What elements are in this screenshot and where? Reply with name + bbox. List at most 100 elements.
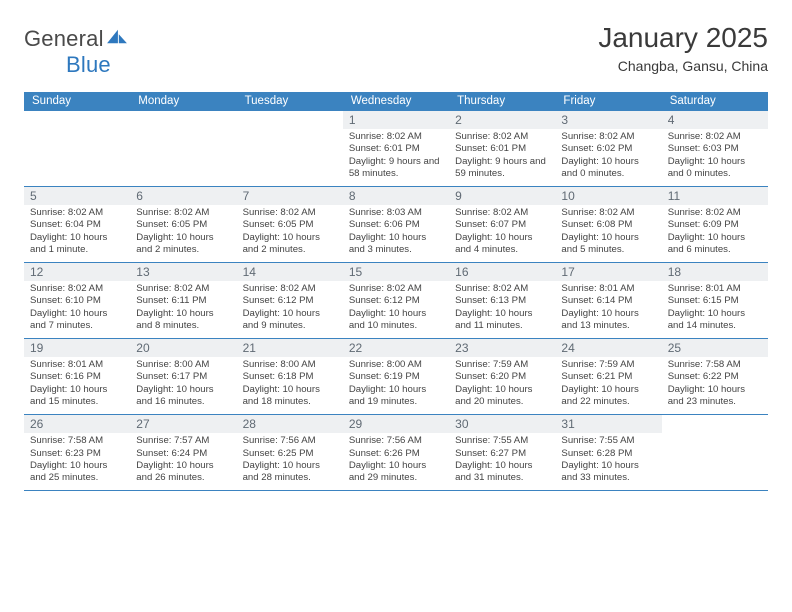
day-number: 9 <box>449 187 555 205</box>
daylight-text: Daylight: 9 hours and 58 minutes. <box>349 156 443 181</box>
sunrise-text: Sunrise: 8:02 AM <box>455 131 549 143</box>
day-number: 25 <box>662 339 768 357</box>
day-info: Sunrise: 8:02 AMSunset: 6:09 PMDaylight:… <box>662 205 768 262</box>
daylight-text: Daylight: 10 hours and 2 minutes. <box>243 232 337 257</box>
day-number: 23 <box>449 339 555 357</box>
sunrise-text: Sunrise: 8:02 AM <box>455 283 549 295</box>
day-info <box>24 129 130 186</box>
sunrise-text: Sunrise: 7:59 AM <box>561 359 655 371</box>
title-block: January 2025 Changba, Gansu, China <box>598 22 768 74</box>
sunset-text: Sunset: 6:25 PM <box>243 448 337 460</box>
day-info <box>662 433 768 490</box>
day-number: 4 <box>662 111 768 129</box>
dow-friday: Friday <box>555 92 661 111</box>
day-number-row: 262728293031 <box>24 415 768 433</box>
day-number: 15 <box>343 263 449 281</box>
sunset-text: Sunset: 6:26 PM <box>349 448 443 460</box>
day-number: 2 <box>449 111 555 129</box>
day-info: Sunrise: 8:01 AMSunset: 6:16 PMDaylight:… <box>24 357 130 414</box>
dow-tuesday: Tuesday <box>237 92 343 111</box>
day-info: Sunrise: 7:56 AMSunset: 6:25 PMDaylight:… <box>237 433 343 490</box>
day-number: 31 <box>555 415 661 433</box>
daylight-text: Daylight: 10 hours and 25 minutes. <box>30 460 124 485</box>
day-info: Sunrise: 8:02 AMSunset: 6:12 PMDaylight:… <box>237 281 343 338</box>
sunrise-text: Sunrise: 8:02 AM <box>561 131 655 143</box>
sunset-text: Sunset: 6:22 PM <box>668 371 762 383</box>
day-info: Sunrise: 8:03 AMSunset: 6:06 PMDaylight:… <box>343 205 449 262</box>
sunrise-text: Sunrise: 7:55 AM <box>455 435 549 447</box>
day-info: Sunrise: 8:02 AMSunset: 6:04 PMDaylight:… <box>24 205 130 262</box>
sunrise-text: Sunrise: 8:01 AM <box>668 283 762 295</box>
sunset-text: Sunset: 6:02 PM <box>561 143 655 155</box>
sunrise-text: Sunrise: 8:02 AM <box>243 283 337 295</box>
sunrise-text: Sunrise: 7:58 AM <box>668 359 762 371</box>
sunset-text: Sunset: 6:19 PM <box>349 371 443 383</box>
calendar-week: 19202122232425Sunrise: 8:01 AMSunset: 6:… <box>24 339 768 415</box>
sunset-text: Sunset: 6:10 PM <box>30 295 124 307</box>
sunrise-text: Sunrise: 8:02 AM <box>349 131 443 143</box>
daylight-text: Daylight: 10 hours and 26 minutes. <box>136 460 230 485</box>
day-info: Sunrise: 8:02 AMSunset: 6:03 PMDaylight:… <box>662 129 768 186</box>
day-info: Sunrise: 8:02 AMSunset: 6:13 PMDaylight:… <box>449 281 555 338</box>
sunrise-text: Sunrise: 7:56 AM <box>349 435 443 447</box>
day-info: Sunrise: 7:58 AMSunset: 6:22 PMDaylight:… <box>662 357 768 414</box>
sunrise-text: Sunrise: 8:02 AM <box>30 207 124 219</box>
day-number: 20 <box>130 339 236 357</box>
sunrise-text: Sunrise: 8:02 AM <box>668 131 762 143</box>
calendar: Sunday Monday Tuesday Wednesday Thursday… <box>24 92 768 491</box>
day-info: Sunrise: 8:02 AMSunset: 6:01 PMDaylight:… <box>343 129 449 186</box>
sunset-text: Sunset: 6:06 PM <box>349 219 443 231</box>
calendar-week: 12131415161718Sunrise: 8:02 AMSunset: 6:… <box>24 263 768 339</box>
logo: General Blue <box>24 22 128 78</box>
sunset-text: Sunset: 6:23 PM <box>30 448 124 460</box>
daylight-text: Daylight: 10 hours and 5 minutes. <box>561 232 655 257</box>
sunrise-text: Sunrise: 8:02 AM <box>349 283 443 295</box>
daylight-text: Daylight: 10 hours and 11 minutes. <box>455 308 549 333</box>
day-info: Sunrise: 7:55 AMSunset: 6:28 PMDaylight:… <box>555 433 661 490</box>
day-info: Sunrise: 8:00 AMSunset: 6:18 PMDaylight:… <box>237 357 343 414</box>
sunset-text: Sunset: 6:13 PM <box>455 295 549 307</box>
daylight-text: Daylight: 10 hours and 20 minutes. <box>455 384 549 409</box>
day-info: Sunrise: 8:01 AMSunset: 6:15 PMDaylight:… <box>662 281 768 338</box>
daylight-text: Daylight: 10 hours and 29 minutes. <box>349 460 443 485</box>
sunrise-text: Sunrise: 8:02 AM <box>243 207 337 219</box>
day-info: Sunrise: 7:55 AMSunset: 6:27 PMDaylight:… <box>449 433 555 490</box>
day-number: 29 <box>343 415 449 433</box>
day-info: Sunrise: 8:02 AMSunset: 6:08 PMDaylight:… <box>555 205 661 262</box>
daylight-text: Daylight: 10 hours and 8 minutes. <box>136 308 230 333</box>
day-number: 5 <box>24 187 130 205</box>
day-info-row: Sunrise: 8:02 AMSunset: 6:04 PMDaylight:… <box>24 205 768 262</box>
day-number: 22 <box>343 339 449 357</box>
daylight-text: Daylight: 10 hours and 22 minutes. <box>561 384 655 409</box>
day-info: Sunrise: 8:02 AMSunset: 6:05 PMDaylight:… <box>130 205 236 262</box>
day-number <box>237 111 343 129</box>
sunset-text: Sunset: 6:07 PM <box>455 219 549 231</box>
daylight-text: Daylight: 9 hours and 59 minutes. <box>455 156 549 181</box>
day-number: 26 <box>24 415 130 433</box>
day-number: 1 <box>343 111 449 129</box>
daylight-text: Daylight: 10 hours and 0 minutes. <box>561 156 655 181</box>
sunset-text: Sunset: 6:20 PM <box>455 371 549 383</box>
day-number: 16 <box>449 263 555 281</box>
day-number-row: 567891011 <box>24 187 768 205</box>
sunset-text: Sunset: 6:24 PM <box>136 448 230 460</box>
sunset-text: Sunset: 6:09 PM <box>668 219 762 231</box>
daylight-text: Daylight: 10 hours and 14 minutes. <box>668 308 762 333</box>
daylight-text: Daylight: 10 hours and 10 minutes. <box>349 308 443 333</box>
day-info: Sunrise: 7:56 AMSunset: 6:26 PMDaylight:… <box>343 433 449 490</box>
day-info: Sunrise: 7:57 AMSunset: 6:24 PMDaylight:… <box>130 433 236 490</box>
daylight-text: Daylight: 10 hours and 7 minutes. <box>30 308 124 333</box>
day-info: Sunrise: 8:00 AMSunset: 6:17 PMDaylight:… <box>130 357 236 414</box>
sunrise-text: Sunrise: 7:58 AM <box>30 435 124 447</box>
daylight-text: Daylight: 10 hours and 2 minutes. <box>136 232 230 257</box>
sunrise-text: Sunrise: 7:59 AM <box>455 359 549 371</box>
sunrise-text: Sunrise: 8:02 AM <box>668 207 762 219</box>
day-info: Sunrise: 8:02 AMSunset: 6:12 PMDaylight:… <box>343 281 449 338</box>
day-number <box>24 111 130 129</box>
header: General Blue January 2025 Changba, Gansu… <box>24 22 768 78</box>
sunset-text: Sunset: 6:03 PM <box>668 143 762 155</box>
dow-wednesday: Wednesday <box>343 92 449 111</box>
day-number: 14 <box>237 263 343 281</box>
day-info-row: Sunrise: 8:02 AMSunset: 6:10 PMDaylight:… <box>24 281 768 338</box>
sunset-text: Sunset: 6:17 PM <box>136 371 230 383</box>
